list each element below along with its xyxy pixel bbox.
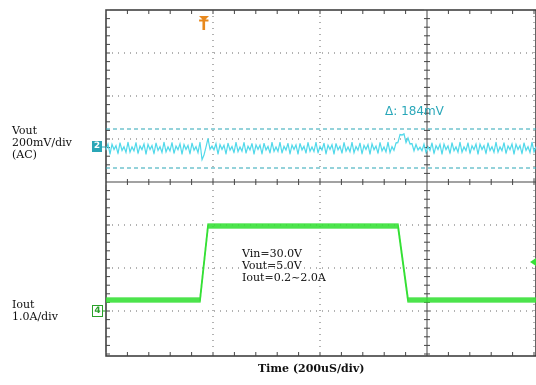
annotation-vout: Vout=5.0V	[242, 260, 302, 271]
x-axis-label: Time (200uS/div)	[258, 362, 364, 375]
annotation-vin: Vin=30.0V	[242, 248, 302, 259]
channel-4-marker: 4	[92, 305, 103, 317]
delta-readout: Δ: 184mV	[385, 104, 444, 118]
annotation-iout: Iout=0.2~2.0A	[242, 272, 326, 283]
channel-2-marker: 2	[92, 141, 102, 152]
vout-label-line-3: (AC)	[12, 149, 37, 161]
iout-label-line-2: 1.0A/div	[12, 311, 58, 323]
